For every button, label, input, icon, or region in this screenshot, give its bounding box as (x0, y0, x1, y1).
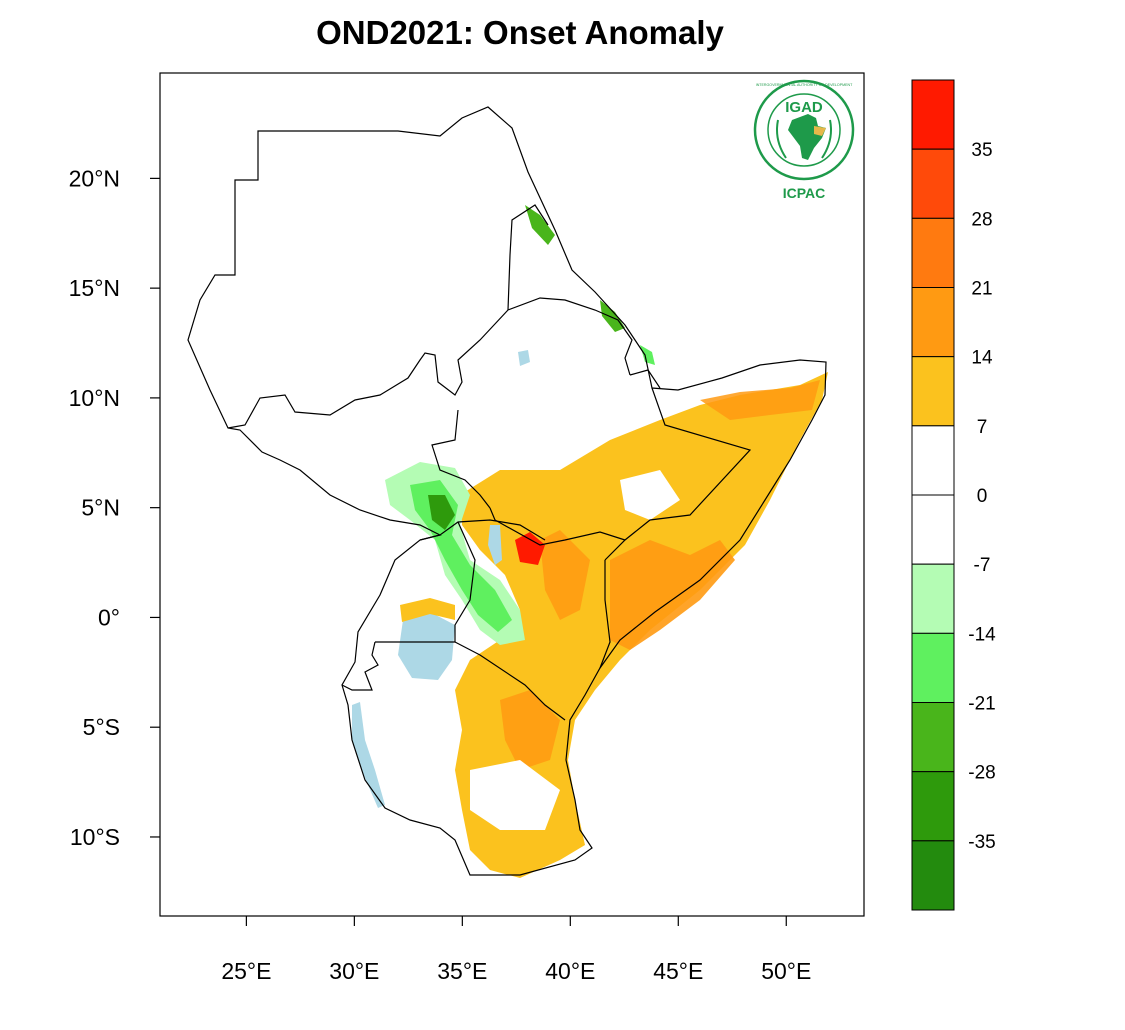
colorbar-swatch (911, 425, 955, 496)
positive-anomaly-strong (700, 380, 820, 420)
colorbar-label: 0 (977, 486, 988, 507)
border-kenya-tanzania (454, 641, 566, 721)
negative-anomaly-coast (640, 345, 655, 365)
logo-laurel-icon (776, 119, 832, 159)
colorbar-label: 7 (977, 417, 988, 438)
map-frame (159, 72, 865, 917)
lake-tana (518, 350, 530, 366)
lon-tick-label: 45°E (653, 958, 703, 984)
colorbar-label: 21 (971, 279, 992, 300)
lon-tick-label: 35°E (437, 958, 487, 984)
logo-horn-highlight (814, 126, 826, 136)
border-kenya-ethiopia (489, 507, 626, 546)
border-sudan-ethiopia (507, 204, 549, 311)
lat-tick-label: 5°N (81, 495, 120, 521)
logo-bottom-text: ICPAC (783, 185, 826, 201)
colorbar-label: 35 (971, 140, 992, 161)
lat-tick-label: 15°N (69, 275, 120, 301)
lake-tanganyika (352, 702, 385, 808)
border-southsudan-ethiopia (431, 409, 491, 509)
colorbar: 35 28 21 14 7 0 -7 -14 -21 -28 -35 (911, 79, 996, 911)
colorbar-swatch (911, 148, 955, 219)
negative-anomaly-coast (600, 300, 625, 332)
neutral-region (620, 470, 680, 520)
lat-tick-label: 20°N (69, 165, 120, 191)
lat-tick-label: 10°N (69, 385, 120, 411)
colorbar-swatch (911, 217, 955, 288)
longitude-axis: 25°E 30°E 35°E 40°E 45°E 50°E (221, 916, 811, 984)
colorbar-swatch (911, 702, 955, 773)
logo-ring-text: INTERGOVERNMENTAL AUTHORITY ON DEVELOPME… (756, 83, 853, 87)
lon-tick-label: 50°E (761, 958, 811, 984)
colorbar-label: -35 (968, 832, 995, 853)
colorbar-label: 14 (971, 348, 993, 369)
igad-icpac-logo: IGAD INTERGOVERNMENTAL AUTHORITY ON DEVE… (753, 79, 855, 201)
extreme-positive-spot (515, 532, 545, 565)
border-djibouti (629, 369, 661, 389)
border-kenya-somalia (599, 560, 611, 669)
lake-turkana (488, 525, 502, 565)
colorbar-label: 28 (971, 209, 992, 230)
colorbar-swatch (911, 79, 955, 150)
border-uganda-kenya (454, 521, 476, 642)
border-southsudan-uganda (419, 519, 546, 541)
lon-tick-label: 30°E (329, 958, 379, 984)
colorbar-swatch (911, 356, 955, 427)
country-boundaries (187, 106, 827, 876)
colorbar-label: -28 (968, 763, 995, 784)
colorbar-label: -7 (974, 555, 991, 576)
colorbar-swatch (911, 632, 955, 703)
colorbar-label: -21 (968, 694, 995, 715)
lon-tick-label: 25°E (221, 958, 271, 984)
colorbar-swatch (911, 494, 955, 565)
colorbar-swatch (911, 840, 955, 911)
positive-anomaly-strong (500, 690, 560, 770)
border-rwanda-burundi (341, 641, 379, 691)
colorbar-swatch (911, 287, 955, 358)
logo-africa-icon (788, 114, 826, 160)
page-title: OND2021: Onset Anomaly (316, 14, 724, 51)
colorbar-label: -14 (968, 624, 996, 645)
anomaly-shading (352, 205, 828, 878)
positive-anomaly-strong (540, 530, 590, 620)
colorbar-swatch (911, 771, 955, 842)
map-plot: 25°E 30°E 35°E 40°E 45°E 50°E 20°N 15°N 10°N 5°N… (69, 72, 865, 984)
colorbar-swatch (911, 563, 955, 634)
positive-anomaly-west (400, 598, 455, 622)
lat-tick-label: 0° (98, 604, 120, 630)
coastline-outline (187, 106, 827, 876)
negative-anomaly-core (428, 495, 455, 530)
lat-tick-label: 5°S (83, 714, 120, 740)
latitude-axis: 20°N 15°N 10°N 5°N 0° 5°S 10°S (69, 165, 160, 850)
lon-tick-label: 40°E (545, 958, 595, 984)
border-sudan-southsudan (227, 309, 509, 429)
negative-anomaly-coast (525, 205, 555, 245)
neutral-region (470, 760, 560, 830)
border-eritrea-ethiopia (507, 297, 633, 376)
lat-tick-label: 10°S (70, 824, 120, 850)
logo-top-text: IGAD (785, 99, 823, 116)
lake-victoria (398, 612, 455, 680)
